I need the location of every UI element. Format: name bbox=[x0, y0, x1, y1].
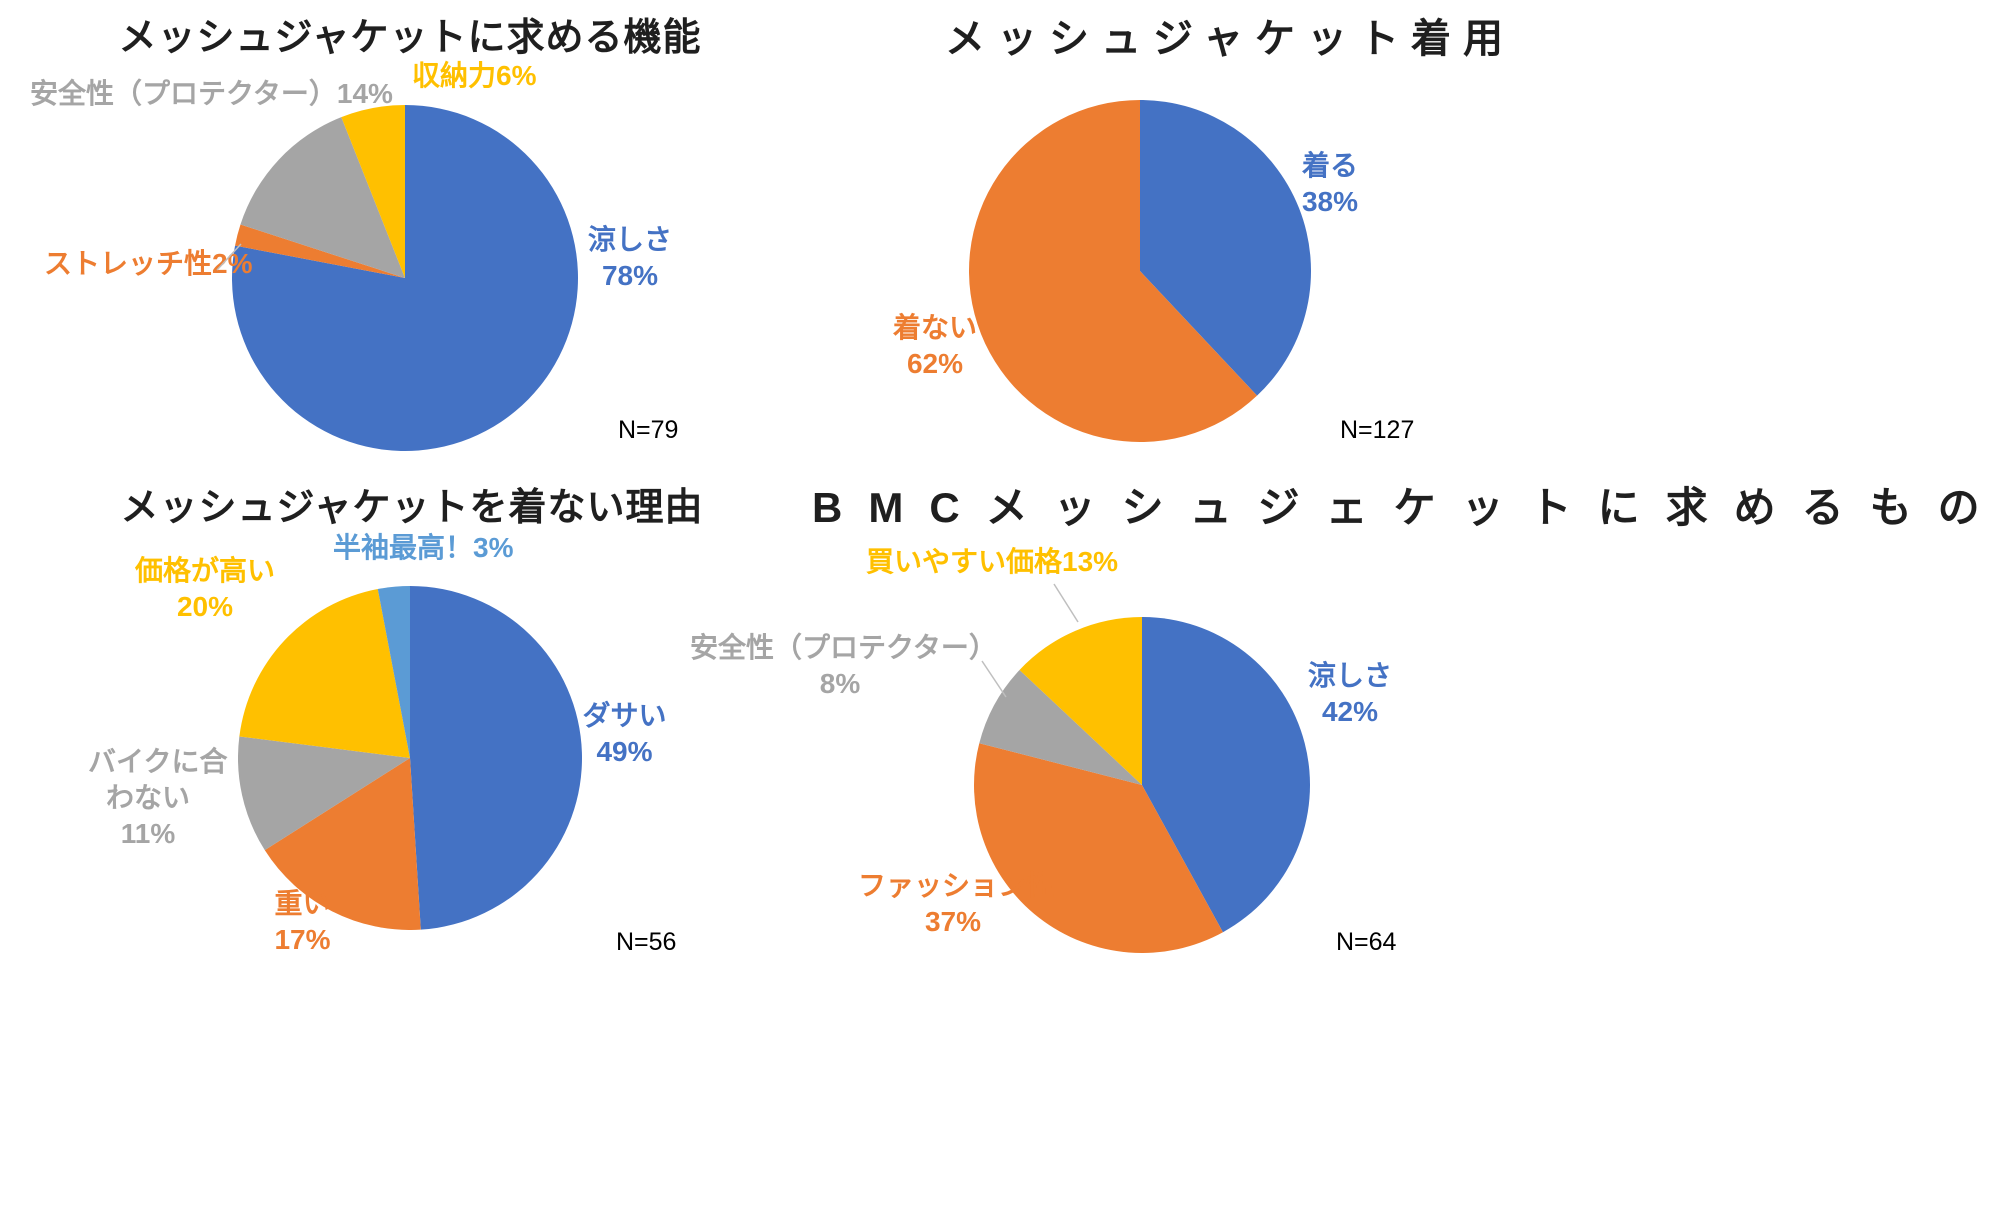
pie-slice-半袖最高！ bbox=[377, 586, 410, 758]
chart3-label-price-pct: 20% bbox=[176, 590, 234, 622]
chart4-label-safety: 安全性（プロテクター） 8% bbox=[690, 630, 997, 702]
chart2-label-wear-pct: 38% bbox=[1301, 185, 1359, 217]
pie-slice-ストレッチ性 bbox=[235, 224, 405, 278]
chart4-label-safety-pct: 8% bbox=[819, 667, 861, 699]
chart4-label-fashion-pct: 37% bbox=[924, 905, 982, 937]
chart3-label-bike: バイクに合 わない 11% bbox=[88, 744, 228, 851]
pie-slice-安全性（プロテクター） bbox=[240, 117, 405, 278]
chart4-label-fashion-name: ファッション性 bbox=[858, 870, 1055, 901]
chart3-label-bike-line2: わない bbox=[105, 781, 190, 813]
pie-slice-価格が高い bbox=[239, 589, 410, 758]
pie-slice-買いやすい価格 bbox=[1019, 617, 1142, 785]
chart1-n-count: N=79 bbox=[618, 416, 679, 444]
chart2-pie bbox=[969, 100, 1311, 442]
chart1-label-safety: 安全性（プロテクター）14% bbox=[30, 78, 393, 109]
pie-slice-安全性（プロテクター） bbox=[979, 669, 1142, 785]
chart1-label-stretch: ストレッチ性2% bbox=[44, 248, 253, 279]
chart3-label-dasai: ダサい 49% bbox=[572, 698, 677, 770]
chart4-title: BMCメッシュジェケットに求めるもの bbox=[812, 484, 1996, 531]
chart4-label-fashion: ファッション性 37% bbox=[858, 868, 1055, 940]
chart3-label-price: 価格が高い 20% bbox=[135, 553, 275, 625]
pie-slice-ファッション性 bbox=[974, 743, 1223, 953]
chart4-label-cool-name: 涼しさ bbox=[1307, 660, 1392, 691]
pie-slice-バイクに合わない bbox=[238, 736, 410, 851]
chart4-label-cool: 涼しさ 42% bbox=[1295, 658, 1405, 730]
chart4-n-count: N=64 bbox=[1336, 928, 1397, 956]
chart3-label-heavy: 重い 17% bbox=[255, 886, 350, 958]
pie-slice-重い bbox=[264, 758, 421, 930]
chart4-safety-leader-line bbox=[981, 660, 1007, 698]
chart4-price-leader-line bbox=[1053, 583, 1079, 623]
chart1-stretch-leader-line bbox=[216, 243, 242, 271]
chart3-pie bbox=[238, 586, 582, 930]
chart1-label-storage: 収納力6% bbox=[412, 60, 537, 91]
chart3-label-dasai-name: ダサい bbox=[582, 700, 667, 731]
chart2-title: メッシュジャケット着用 bbox=[945, 17, 1515, 61]
chart3-label-bike-pct: 11% bbox=[120, 817, 176, 849]
chart3-label-heavy-pct: 17% bbox=[274, 923, 331, 955]
chart1-pie bbox=[232, 105, 578, 451]
chart4-pie bbox=[974, 617, 1310, 953]
chart2-label-wear-name: 着る bbox=[1301, 150, 1358, 181]
pie-slice-ダサい bbox=[410, 586, 582, 930]
pie-slice-涼しさ bbox=[1142, 617, 1310, 933]
pie-slice-着る bbox=[1140, 100, 1311, 396]
chart2-label-wear: 着る 38% bbox=[1280, 148, 1380, 220]
chart4-label-safety-name: 安全性（プロテクター） bbox=[690, 632, 997, 663]
chart3-label-dasai-pct: 49% bbox=[596, 735, 653, 767]
chart3-label-heavy-name: 重い bbox=[274, 888, 331, 919]
chart1-label-cool: 涼しさ 78% bbox=[575, 222, 685, 294]
chart2-label-not-wear: 着ない 62% bbox=[885, 310, 985, 382]
chart3-title: メッシュジャケットを着ない理由 bbox=[120, 487, 704, 529]
chart3-label-price-name: 価格が高い bbox=[135, 555, 276, 586]
chart2-n-count: N=127 bbox=[1340, 416, 1415, 444]
chart1-label-cool-pct: 78% bbox=[601, 259, 659, 291]
chart4-label-price: 買いやすい価格13% bbox=[866, 546, 1119, 577]
chart1-label-cool-name: 涼しさ bbox=[587, 224, 672, 255]
chart2-label-not-wear-pct: 62% bbox=[906, 347, 964, 379]
chart4-label-cool-pct: 42% bbox=[1321, 695, 1379, 727]
chart3-n-count: N=56 bbox=[616, 928, 677, 956]
pie-slice-着ない bbox=[969, 100, 1258, 442]
chart2-label-not-wear-name: 着ない bbox=[892, 312, 977, 343]
chart1-title: メッシュジャケットに求める機能 bbox=[118, 17, 702, 59]
chart3-label-bike-line1: バイクに合 bbox=[88, 746, 228, 777]
chart3-label-sleeve: 半袖最高！3% bbox=[333, 532, 514, 563]
pie-slice-収納力 bbox=[341, 105, 405, 278]
